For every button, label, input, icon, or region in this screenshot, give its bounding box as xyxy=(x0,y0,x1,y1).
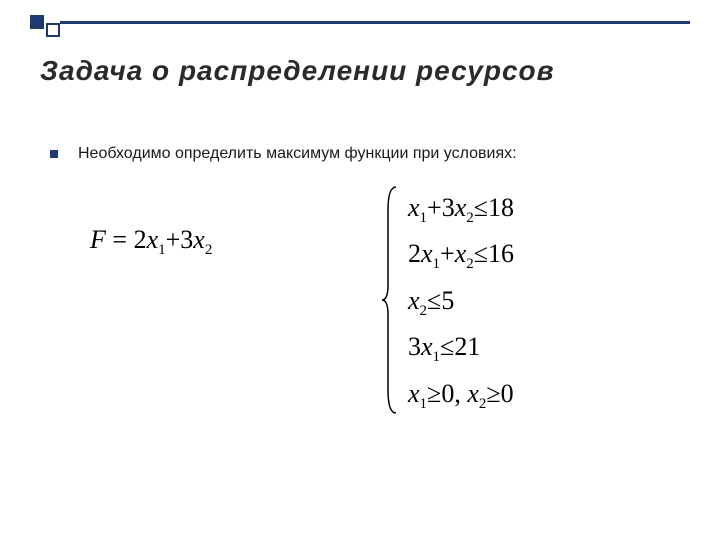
slide-title: Задача о распределении ресурсов xyxy=(40,55,555,87)
op: + xyxy=(166,225,181,254)
var: x xyxy=(193,225,205,254)
var: x xyxy=(455,239,467,268)
number: 0 xyxy=(441,379,454,408)
number: 21 xyxy=(454,332,480,361)
constraint-row: 3x1≤21 xyxy=(408,324,514,370)
coef: 3 xyxy=(408,332,421,361)
coef: 2 xyxy=(134,225,147,254)
operator: + xyxy=(427,193,442,222)
constraint-row: 2x1+x2≤16 xyxy=(408,231,514,277)
constraint-row: x1≥0, x2≥0 xyxy=(408,371,514,417)
subscript: 2 xyxy=(466,257,474,273)
header-rule xyxy=(60,21,690,24)
relation: ≥ xyxy=(486,379,500,408)
subscript: 2 xyxy=(466,210,474,226)
objective-lhs: F xyxy=(90,225,106,254)
bullet-text: Необходимо определить максимум функции п… xyxy=(78,145,517,163)
var: x xyxy=(408,379,420,408)
header-decoration xyxy=(30,15,60,37)
subscript: 1 xyxy=(158,242,166,258)
number: 5 xyxy=(441,286,454,315)
var: x xyxy=(455,193,467,222)
subscript: 2 xyxy=(205,242,213,258)
operator: + xyxy=(440,239,455,268)
var: x xyxy=(408,193,420,222)
square-outline-icon xyxy=(46,23,60,37)
subscript: 1 xyxy=(420,210,428,226)
var: x xyxy=(421,239,433,268)
subscript: 1 xyxy=(433,350,441,366)
constraints-block: x1+3x2≤182x1+x2≤16x2≤53x1≤21x1≥0, x2≥0 xyxy=(380,185,514,420)
coef: 2 xyxy=(408,239,421,268)
relation: ≤ xyxy=(440,332,454,361)
square-filled-icon xyxy=(30,15,44,29)
constraint-row: x1+3x2≤18 xyxy=(408,185,514,231)
bullet-icon xyxy=(50,150,58,158)
subscript: 1 xyxy=(433,257,441,273)
bullet-item: Необходимо определить максимум функции п… xyxy=(50,145,517,163)
coef: 3 xyxy=(442,193,455,222)
subscript: 2 xyxy=(420,303,428,319)
var: x xyxy=(408,286,420,315)
subscript: 1 xyxy=(420,396,428,412)
constraints-list: x1+3x2≤182x1+x2≤16x2≤53x1≤21x1≥0, x2≥0 xyxy=(408,185,514,420)
relation: ≤ xyxy=(474,239,488,268)
coef: 3 xyxy=(180,225,193,254)
relation: ≤ xyxy=(427,286,441,315)
number: 16 xyxy=(488,239,514,268)
number: 0 xyxy=(501,379,514,408)
var: x xyxy=(467,379,479,408)
relation: ≤ xyxy=(474,193,488,222)
var: x xyxy=(421,332,433,361)
objective-function: F = 2x1+3x2 xyxy=(90,225,212,259)
constraint-row: x2≤5 xyxy=(408,278,514,324)
operator: , xyxy=(454,379,467,408)
number: 18 xyxy=(488,193,514,222)
var: x xyxy=(147,225,159,254)
relation: ≥ xyxy=(427,379,441,408)
left-brace-icon xyxy=(380,185,400,420)
